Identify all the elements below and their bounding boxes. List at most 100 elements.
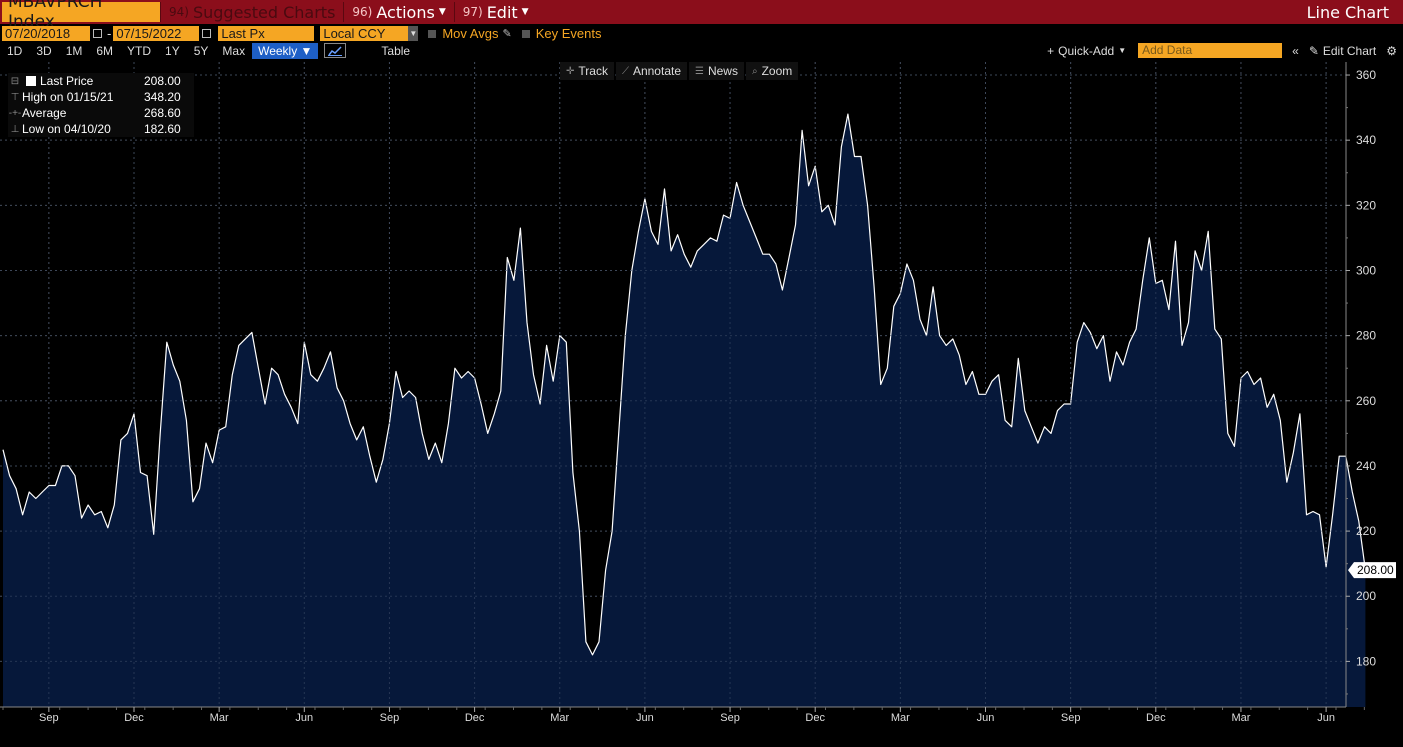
title-bar: MBAVPRCH Index 94) Suggested Charts 96) …	[0, 0, 1403, 32]
x-tick-label: Jun	[1317, 712, 1335, 724]
track-label: Track	[578, 64, 608, 78]
average-marker-icon: -+-	[8, 107, 22, 119]
x-tick-label: Dec	[805, 712, 825, 724]
period-1d[interactable]: 1D	[7, 43, 23, 58]
track-button[interactable]: ✛ Track	[560, 62, 614, 80]
edit-chart-button[interactable]: Edit Chart	[1322, 43, 1377, 58]
start-date-input[interactable]: 07/20/2018	[2, 26, 90, 41]
x-tick-label: Dec	[465, 712, 485, 724]
low-marker-icon: ⊥	[10, 123, 20, 135]
news-label: News	[707, 64, 738, 78]
legend-label: Average	[22, 106, 67, 120]
y-tick-label: 360	[1356, 68, 1376, 82]
date-range-dash: -	[107, 26, 112, 41]
x-tick-label: Jun	[977, 712, 995, 724]
price-field-input[interactable]: Last Px	[218, 26, 315, 41]
x-tick-label: Sep	[380, 712, 400, 724]
x-tick-label: Sep	[720, 712, 740, 724]
x-tick-label: Dec	[1146, 712, 1166, 724]
add-data-input[interactable]: Add Data	[1138, 43, 1283, 58]
zoom-button[interactable]: ⌕ Zoom	[745, 62, 799, 80]
legend-label: High on 01/15/21	[22, 90, 114, 104]
series-swatch	[26, 76, 36, 86]
legend-label: Last Price	[40, 74, 94, 88]
gear-icon[interactable]: ⚙	[1386, 43, 1397, 58]
actions-number: 96)	[352, 5, 373, 19]
suggested-charts-button[interactable]: 94) Suggested Charts	[160, 2, 343, 22]
annotate-button[interactable]: ⟋ Annotate	[615, 62, 687, 80]
collapse-box-icon[interactable]: ⊟	[10, 75, 20, 87]
end-date-input[interactable]: 07/15/2022	[113, 26, 200, 41]
ticker-field[interactable]: MBAVPRCH Index	[2, 0, 160, 32]
y-tick-label: 220	[1356, 524, 1376, 538]
chevron-down-icon[interactable]: ▼	[408, 26, 419, 41]
suggested-charts-label: Suggested Charts	[192, 2, 336, 22]
x-tick-label: Jun	[636, 712, 654, 724]
period-ytd[interactable]: YTD	[127, 43, 152, 58]
mov-avgs-label[interactable]: Mov Avgs	[442, 26, 499, 41]
annotate-icon: ⟋	[621, 65, 629, 77]
pencil-icon[interactable]: ✎	[502, 28, 512, 40]
legend: ⊟ Last Price 208.00 ⊤ High on 01/15/21 3…	[8, 73, 194, 137]
caret-down-icon[interactable]: ▼	[1118, 46, 1127, 55]
series-area	[3, 114, 1366, 708]
y-tick-label: 280	[1356, 329, 1376, 343]
high-marker-icon: ⊤	[10, 91, 20, 103]
crosshair-icon: ✛	[566, 65, 575, 77]
frequency-label: Weekly	[258, 43, 298, 58]
x-tick-label: Mar	[550, 712, 569, 724]
period-max[interactable]: Max	[222, 43, 246, 58]
y-tick-label: 200	[1356, 589, 1376, 603]
magnifier-icon: ⌕	[751, 65, 758, 77]
quick-add-button[interactable]: Quick-Add	[1058, 43, 1115, 58]
price-chart[interactable]: 180 200 220 240 260 280 300 320 340 360 208.00 Sep D…	[0, 60, 1403, 724]
plus-icon: +	[1047, 43, 1055, 58]
legend-label: Low on 04/10/20	[22, 122, 111, 136]
legend-row: -+- Average 268.60	[8, 105, 194, 121]
actions-label: Actions	[376, 2, 435, 22]
news-button[interactable]: ☰ News	[689, 62, 744, 80]
legend-value: 208.00	[144, 74, 181, 88]
y-tick-label: 180	[1356, 654, 1376, 668]
calendar-icon[interactable]	[202, 29, 212, 38]
key-events-label[interactable]: Key Events	[535, 26, 602, 41]
annotate-label: Annotate	[632, 64, 681, 78]
zoom-label: Zoom	[761, 64, 793, 78]
legend-value: 348.20	[144, 90, 181, 104]
period-1m[interactable]: 1M	[65, 43, 83, 58]
legend-row: ⊤ High on 01/15/21 348.20	[8, 89, 194, 105]
collapse-icon[interactable]: «	[1292, 43, 1299, 58]
caret-down-icon: ▼	[521, 7, 529, 17]
suggested-charts-number: 94)	[169, 5, 189, 19]
period-row: 1D 3D 1M 6M YTD 1Y 5Y Max Weekly ▼ Table…	[0, 42, 1403, 59]
legend-row[interactable]: ⊟ Last Price 208.00	[8, 73, 194, 89]
period-3d[interactable]: 3D	[36, 43, 52, 58]
frequency-select[interactable]: Weekly ▼	[252, 42, 319, 59]
calendar-icon[interactable]	[93, 29, 102, 38]
last-value-label: 208.00	[1357, 563, 1394, 577]
x-tick-label: Sep	[1061, 712, 1081, 724]
actions-menu-button[interactable]: 96) Actions ▼	[343, 2, 453, 22]
chart-type-label: Line Chart	[1306, 2, 1389, 22]
x-tick-label: Mar	[210, 712, 229, 724]
x-tick-label: Jun	[295, 712, 313, 724]
legend-value: 268.60	[144, 106, 181, 120]
table-button[interactable]: Table	[381, 43, 411, 58]
currency-select[interactable]: Local CCY	[320, 26, 409, 41]
edit-menu-button[interactable]: 97) Edit ▼	[453, 2, 537, 22]
mov-avgs-checkbox[interactable]	[428, 29, 437, 38]
line-chart-icon	[328, 45, 343, 56]
legend-value: 182.60	[144, 122, 181, 136]
x-tick-label: Sep	[39, 712, 59, 724]
period-5y[interactable]: 5Y	[193, 43, 209, 58]
y-tick-label: 240	[1356, 459, 1376, 473]
x-tick-label: Mar	[891, 712, 910, 724]
edit-label: Edit	[486, 2, 518, 22]
period-1y[interactable]: 1Y	[165, 43, 180, 58]
edit-number: 97)	[462, 5, 483, 19]
x-tick-label: Mar	[1231, 712, 1250, 724]
period-6m[interactable]: 6M	[96, 43, 114, 58]
chart-style-button[interactable]	[324, 43, 347, 58]
y-tick-label: 300	[1356, 263, 1376, 277]
key-events-checkbox[interactable]	[521, 29, 530, 38]
